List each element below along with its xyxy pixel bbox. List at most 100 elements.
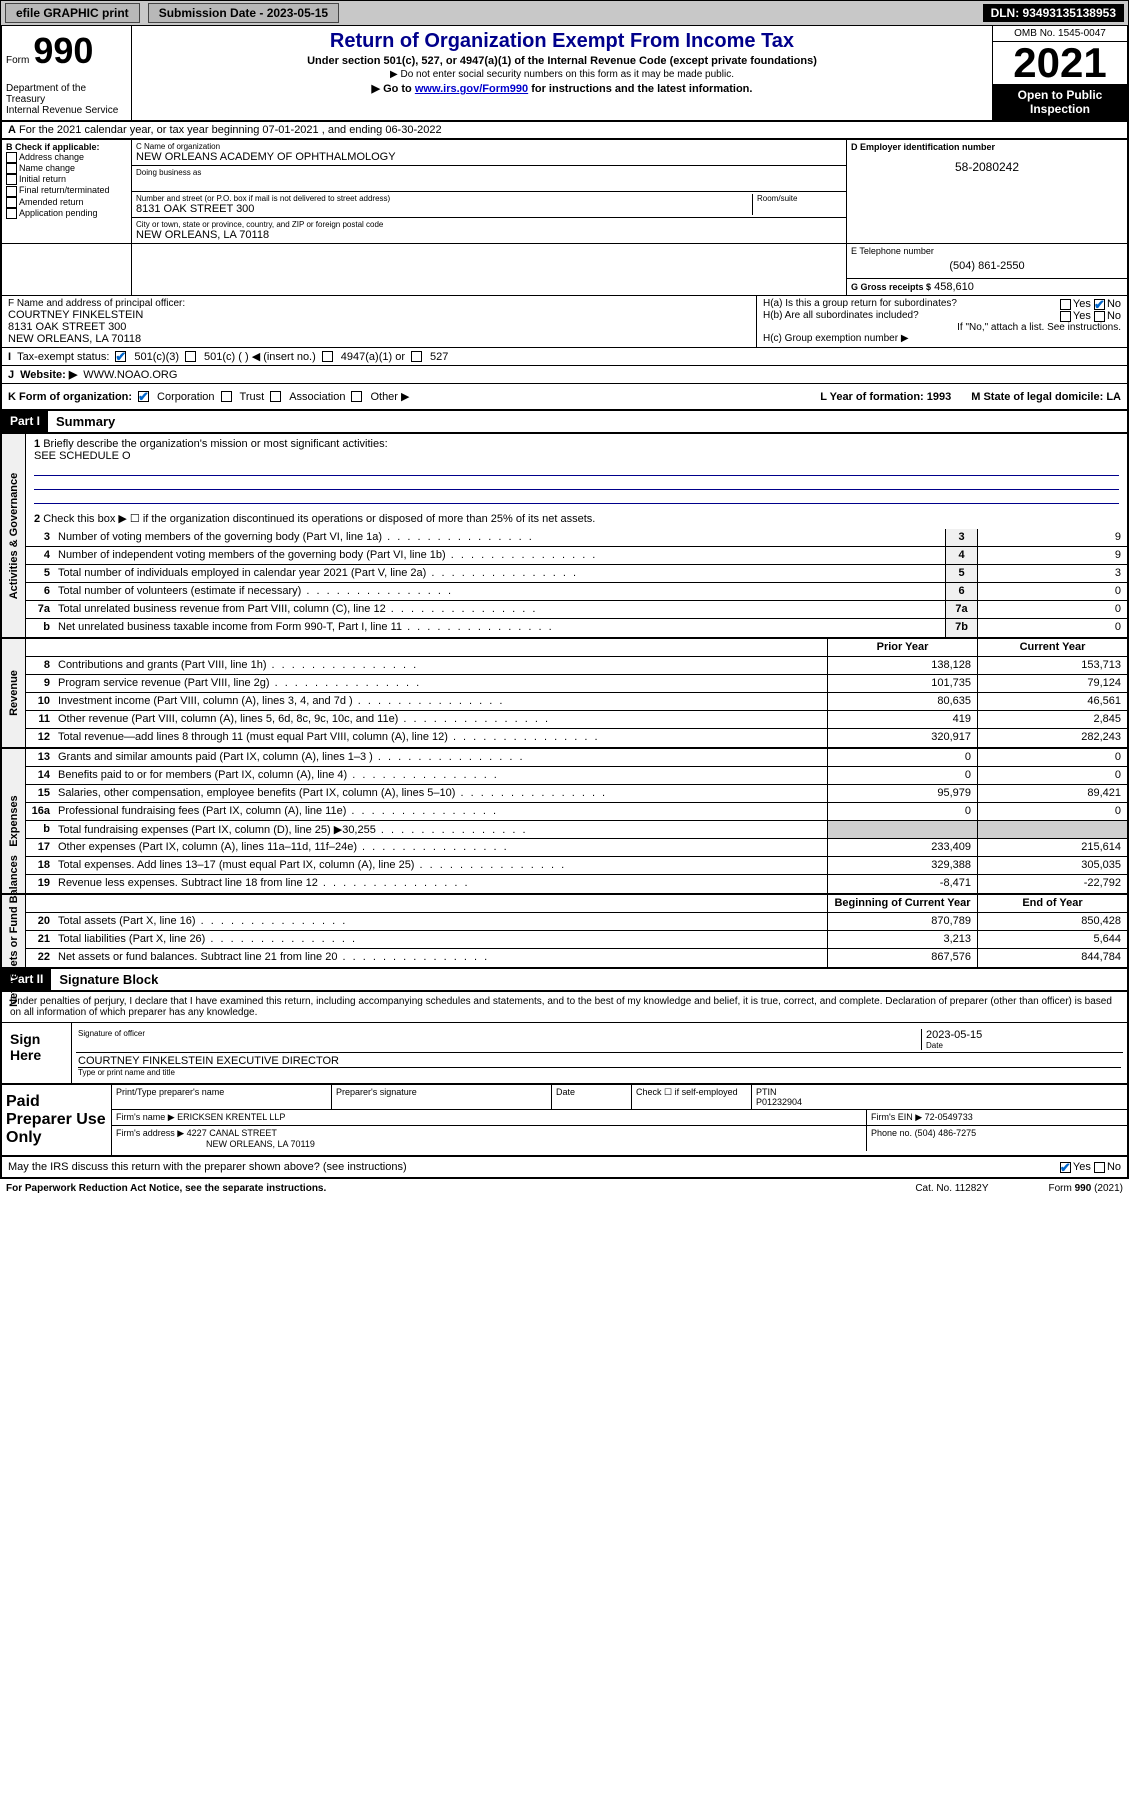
- data-row: 8Contributions and grants (Part VIII, li…: [26, 657, 1127, 675]
- data-row: 10Investment income (Part VIII, column (…: [26, 693, 1127, 711]
- cat-no: Cat. No. 11282Y: [915, 1183, 988, 1194]
- e-label: E Telephone number: [851, 246, 1123, 256]
- b-opt-pending: Application pending: [6, 208, 127, 219]
- part1-header: Part I Summary: [0, 411, 1129, 434]
- mission-value: SEE SCHEDULE O: [34, 450, 1119, 462]
- section-netassets: Net Assets or Fund Balances Beginning of…: [0, 895, 1129, 969]
- telephone: (504) 861-2550: [851, 256, 1123, 276]
- dln: DLN: 93493135138953: [983, 4, 1124, 22]
- firm-ein: 72-0549733: [925, 1112, 973, 1122]
- i-4947[interactable]: [322, 351, 333, 362]
- sig-officer-label: Signature of officer: [78, 1029, 921, 1038]
- b-label: B Check if applicable:: [6, 142, 127, 152]
- ha-yes[interactable]: [1060, 299, 1071, 310]
- i-501c[interactable]: [185, 351, 196, 362]
- form-title: Return of Organization Exempt From Incom…: [140, 30, 984, 53]
- street-label: Number and street (or P.O. box if mail i…: [136, 194, 752, 203]
- l2-text: Check this box ▶ ☐ if the organization d…: [43, 513, 595, 525]
- data-row: 18Total expenses. Add lines 13–17 (must …: [26, 857, 1127, 875]
- org-name: NEW ORLEANS ACADEMY OF OPHTHALMOLOGY: [136, 151, 842, 163]
- i-527[interactable]: [411, 351, 422, 362]
- c-name-label: C Name of organization: [136, 142, 842, 151]
- form-ref: Form 990 (2021): [1049, 1183, 1123, 1194]
- m-state: M State of legal domicile: LA: [971, 391, 1121, 403]
- section-bcd: B Check if applicable: Address change Na…: [0, 140, 1129, 244]
- officer-name-title: COURTNEY FINKELSTEIN EXECUTIVE DIRECTOR: [78, 1055, 1121, 1067]
- k-corp[interactable]: [138, 391, 149, 402]
- room-label: Room/suite: [757, 194, 842, 203]
- side-netassets: Net Assets or Fund Balances: [8, 855, 20, 1007]
- topbar: efile GRAPHIC print Submission Date - 20…: [0, 0, 1129, 26]
- hb-no[interactable]: [1094, 311, 1105, 322]
- data-row: bTotal fundraising expenses (Part IX, co…: [26, 821, 1127, 839]
- section-revenue: Revenue Prior Year Current Year 8Contrib…: [0, 639, 1129, 749]
- form-header: Form 990 Department of the Treasury Inte…: [0, 26, 1129, 122]
- gross-receipts: 458,610: [934, 281, 974, 293]
- data-row: 16aProfessional fundraising fees (Part I…: [26, 803, 1127, 821]
- data-row: 20Total assets (Part X, line 16) 870,789…: [26, 913, 1127, 931]
- city-label: City or town, state or province, country…: [136, 220, 842, 229]
- gov-row: 3Number of voting members of the governi…: [26, 529, 1127, 547]
- ha-no[interactable]: [1094, 299, 1105, 310]
- b-opt-amended: Amended return: [6, 197, 127, 208]
- data-row: 22Net assets or fund balances. Subtract …: [26, 949, 1127, 967]
- data-row: 13Grants and similar amounts paid (Part …: [26, 749, 1127, 767]
- dba-label: Doing business as: [136, 168, 842, 177]
- submission-date: Submission Date - 2023-05-15: [148, 3, 339, 23]
- end-year-hdr: End of Year: [977, 895, 1127, 912]
- paid-preparer-label: Paid Preparer Use Only: [2, 1085, 112, 1155]
- side-expenses: Expenses: [8, 795, 20, 846]
- ein: 58-2080242: [851, 152, 1123, 182]
- footer-note: For Paperwork Reduction Act Notice, see …: [0, 1179, 1129, 1198]
- sig-declaration: Under penalties of perjury, I declare th…: [2, 992, 1127, 1022]
- current-year-hdr: Current Year: [977, 639, 1127, 656]
- sign-here-label: Sign Here: [2, 1023, 72, 1083]
- l-year: L Year of formation: 1993: [820, 391, 951, 403]
- street: 8131 OAK STREET 300: [136, 203, 752, 215]
- data-row: 12Total revenue—add lines 8 through 11 (…: [26, 729, 1127, 747]
- f-label: F Name and address of principal officer:: [8, 298, 750, 309]
- section-addr-eg: E Telephone number (504) 861-2550 G Gros…: [0, 244, 1129, 296]
- subtitle-3: ▶ Go to www.irs.gov/Form990 for instruct…: [140, 82, 984, 95]
- data-row: 21Total liabilities (Part X, line 26) 3,…: [26, 931, 1127, 949]
- b-opt-address: Address change: [6, 152, 127, 163]
- line-j: JWebsite: ▶ WWW.NOAO.ORG: [0, 366, 1129, 384]
- pt-sig-label: Preparer's signature: [332, 1085, 552, 1109]
- period-line: A For the 2021 calendar year, or tax yea…: [2, 122, 448, 138]
- firm-name: ERICKSEN KRENTEL LLP: [177, 1112, 285, 1122]
- pt-name-label: Print/Type preparer's name: [112, 1085, 332, 1109]
- k-trust[interactable]: [221, 391, 232, 402]
- form-number: Form 990: [6, 30, 127, 72]
- pt-check: Check ☐ if self-employed: [632, 1085, 752, 1109]
- officer-name: COURTNEY FINKELSTEIN: [8, 309, 750, 321]
- irs-label: Internal Revenue Service: [6, 105, 127, 116]
- section-governance: Activities & Governance 1 Briefly descri…: [0, 434, 1129, 639]
- side-governance: Activities & Governance: [8, 472, 20, 599]
- firm-addr: 4227 CANAL STREET: [187, 1128, 277, 1138]
- subtitle-1: Under section 501(c), 527, or 4947(a)(1)…: [140, 55, 984, 67]
- b-opt-name: Name change: [6, 163, 127, 174]
- b-opt-initial: Initial return: [6, 174, 127, 185]
- city: NEW ORLEANS, LA 70118: [136, 229, 842, 241]
- type-label: Type or print name and title: [78, 1067, 1121, 1077]
- discuss-yes[interactable]: [1060, 1162, 1071, 1173]
- efile-print-button[interactable]: efile GRAPHIC print: [5, 3, 140, 23]
- officer-addr1: 8131 OAK STREET 300: [8, 321, 750, 333]
- hb-yes[interactable]: [1060, 311, 1071, 322]
- b-opt-final: Final return/terminated: [6, 185, 127, 196]
- k-other[interactable]: [351, 391, 362, 402]
- i-501c3[interactable]: [115, 351, 126, 362]
- instructions-link[interactable]: www.irs.gov/Form990: [415, 83, 528, 95]
- line-k: K Form of organization: Corporation Trus…: [0, 384, 1129, 411]
- data-row: 9Program service revenue (Part VIII, lin…: [26, 675, 1127, 693]
- data-row: 14Benefits paid to or for members (Part …: [26, 767, 1127, 785]
- data-row: 11Other revenue (Part VIII, column (A), …: [26, 711, 1127, 729]
- officer-addr2: NEW ORLEANS, LA 70118: [8, 333, 750, 345]
- discuss-no[interactable]: [1094, 1162, 1105, 1173]
- k-assoc[interactable]: [270, 391, 281, 402]
- gov-row: bNet unrelated business taxable income f…: [26, 619, 1127, 637]
- ha-label: H(a) Is this a group return for subordin…: [763, 298, 957, 310]
- website: WWW.NOAO.ORG: [83, 369, 177, 381]
- signature-block: Under penalties of perjury, I declare th…: [0, 992, 1129, 1157]
- discuss-row: May the IRS discuss this return with the…: [0, 1157, 1129, 1179]
